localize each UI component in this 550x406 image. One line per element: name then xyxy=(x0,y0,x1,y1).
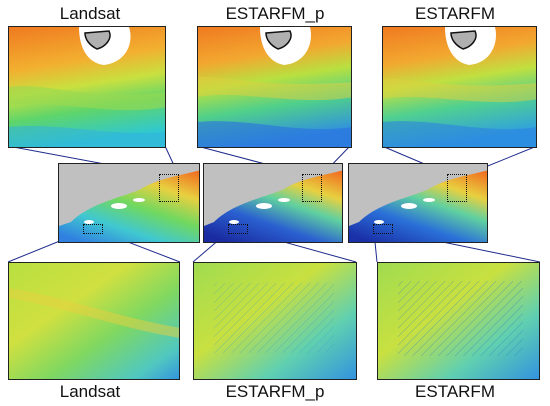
zoom-box-bottom xyxy=(228,224,248,234)
zoom-box-top xyxy=(302,174,322,202)
landsat-top-image xyxy=(9,27,165,147)
label-top-estarfm-p: ESTARFM_p xyxy=(225,4,325,23)
label-top-landsat: Landsat xyxy=(59,4,121,23)
label-top-estarfm: ESTARFM xyxy=(415,4,495,23)
overview-map-estarfm xyxy=(348,163,488,243)
bottom-zoom-panel-estarfm-p xyxy=(193,262,357,380)
landsat-bottom-image xyxy=(9,263,179,379)
zoom-box-bottom xyxy=(83,224,103,234)
bottom-zoom-panel-estarfm xyxy=(377,262,540,380)
estarfm-p-overview-image xyxy=(204,164,342,242)
top-zoom-panel-estarfm-p xyxy=(197,26,352,148)
zoom-box-top xyxy=(447,174,467,202)
zoom-box-top xyxy=(159,174,179,202)
estarfm-top-image xyxy=(383,27,536,147)
estarfm-bottom-image xyxy=(378,263,539,379)
overview-map-estarfm-p xyxy=(203,163,343,243)
label-bottom-estarfm: ESTARFM xyxy=(415,382,495,401)
zoom-box-bottom xyxy=(373,224,393,234)
overview-map-landsat xyxy=(58,163,200,243)
landsat-overview-image xyxy=(59,164,199,242)
label-bottom-estarfm-p: ESTARFM_p xyxy=(225,382,325,401)
estarfm-p-top-image xyxy=(198,27,351,147)
estarfm-overview-image xyxy=(349,164,487,242)
label-bottom-landsat: Landsat xyxy=(59,382,121,401)
estarfm-p-bottom-image xyxy=(194,263,356,379)
top-zoom-panel-estarfm xyxy=(382,26,537,148)
top-zoom-panel-landsat xyxy=(8,26,166,148)
bottom-zoom-panel-landsat xyxy=(8,262,180,380)
